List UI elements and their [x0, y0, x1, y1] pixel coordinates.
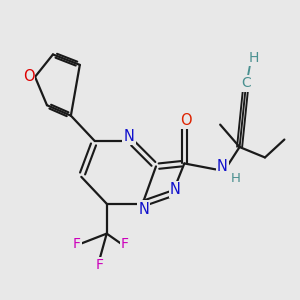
Text: N: N [170, 182, 181, 197]
Text: F: F [121, 237, 129, 251]
Text: N: N [138, 202, 149, 217]
Text: H: H [248, 51, 259, 65]
Text: N: N [217, 159, 228, 174]
Text: C: C [241, 76, 251, 90]
Text: O: O [23, 69, 34, 84]
Text: F: F [73, 237, 81, 251]
Text: N: N [124, 129, 134, 144]
Text: H: H [231, 172, 241, 185]
Text: F: F [95, 258, 103, 272]
Text: O: O [180, 112, 192, 128]
